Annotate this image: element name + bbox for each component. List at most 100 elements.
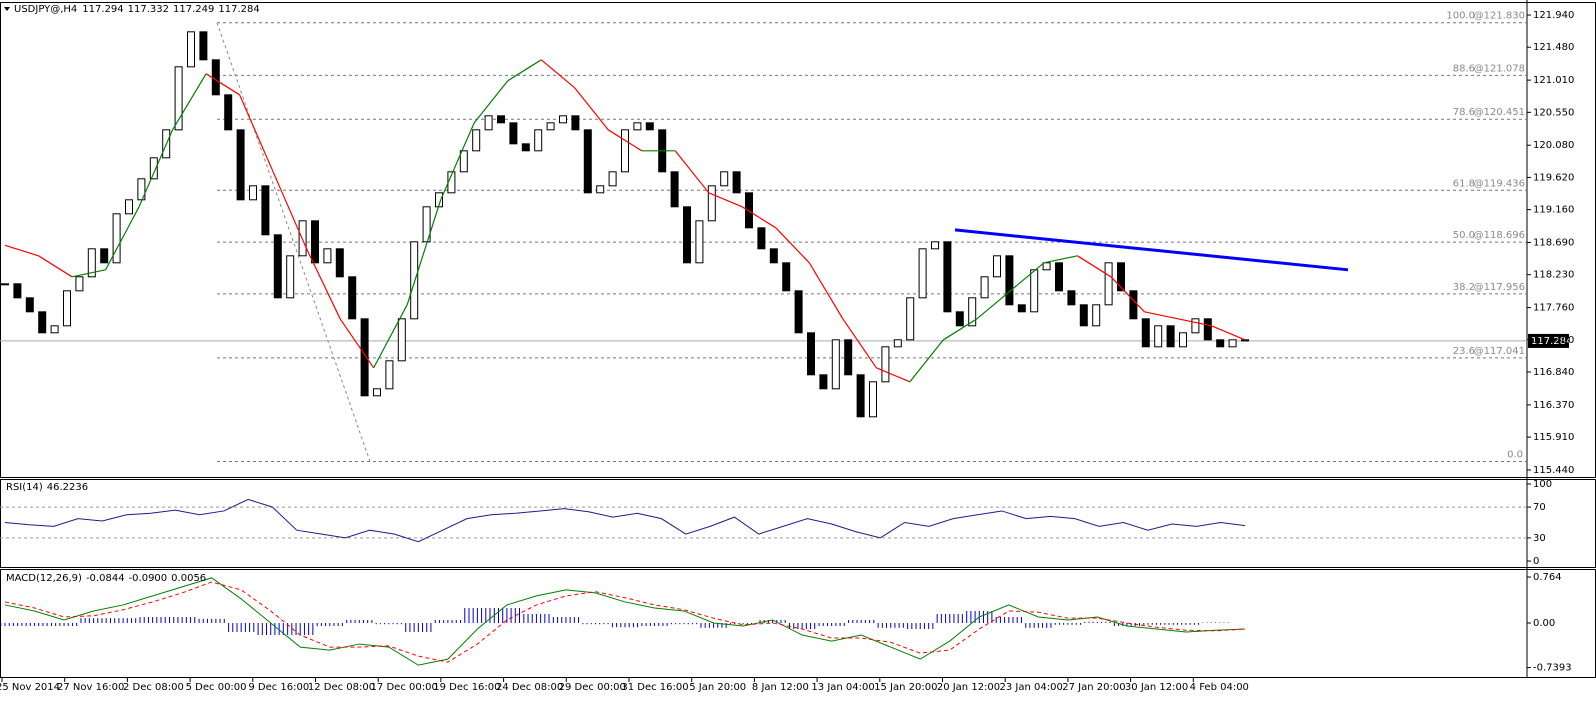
moving-average (607, 129, 643, 152)
candle (559, 115, 567, 124)
x-tick-label: 27 Jan 20:00 (1062, 682, 1125, 693)
moving-average (708, 192, 743, 208)
fib-level-label: 38.2 (1453, 282, 1475, 293)
fib-level-label: 0.0 (1507, 449, 1523, 460)
current-price-label: 117.284 (1531, 336, 1572, 347)
candle (583, 129, 592, 194)
candle (472, 129, 481, 152)
candle (931, 241, 939, 250)
moving-average (943, 318, 978, 341)
candle (918, 248, 927, 299)
candle (1203, 318, 1212, 341)
x-tick-label: 30 Jan 12:00 (1125, 682, 1188, 693)
x-tick-label: 23 Jan 04:00 (1000, 682, 1063, 693)
candle (968, 297, 977, 327)
candle (807, 332, 815, 376)
rsi-title: RSI(14) (6, 482, 43, 493)
moving-average (440, 122, 475, 201)
candle (249, 185, 257, 201)
x-tick-label: 9 Dec 16:00 (248, 682, 309, 693)
header-value: 0.0056 (171, 573, 206, 584)
candle (373, 388, 381, 397)
y-tick-label: 115.910 (1533, 432, 1574, 443)
x-tick-label: 29 Dec 00:00 (559, 682, 626, 693)
trendline (954, 228, 1349, 272)
candle (1117, 262, 1125, 292)
moving-average (272, 171, 308, 250)
moving-average (1144, 311, 1179, 320)
candle (596, 185, 605, 194)
candle (286, 255, 295, 299)
x-tick-label: 20 Jan 12:00 (937, 682, 1000, 693)
candle (695, 220, 704, 264)
candle (38, 311, 47, 334)
candle (311, 220, 319, 264)
candle (509, 122, 518, 145)
candle (906, 297, 915, 341)
candle (174, 66, 183, 131)
header-value: 117.294 (82, 4, 123, 15)
y-tick-label: 116.370 (1533, 400, 1574, 411)
candle (782, 262, 791, 292)
fib-price-label: @117.041 (1474, 346, 1525, 357)
fib-price-label: @117.956 (1474, 282, 1525, 293)
candle (732, 171, 741, 194)
fib-price-label: @118.696 (1474, 230, 1525, 241)
candle (25, 297, 34, 313)
fib-level-label: 50.0 (1453, 230, 1475, 241)
rsi-line (4, 498, 1246, 543)
candle (1191, 318, 1200, 334)
symbol: USDJPY@,H4 (14, 4, 77, 15)
x-tick-label: 8 Jan 12:00 (752, 682, 809, 693)
rsi-header: RSI(14) 46.2236 (6, 482, 88, 493)
candle (546, 122, 555, 131)
candle (1017, 304, 1026, 313)
macd-signal (4, 581, 1246, 663)
fib-price-label: @119.436 (1474, 178, 1525, 189)
candle (211, 59, 220, 96)
y-tick-label: 121.940 (1533, 10, 1574, 21)
y-tick-label: 121.480 (1533, 42, 1574, 53)
moving-average (574, 87, 609, 131)
candle (955, 311, 964, 327)
candle (422, 206, 431, 243)
candle (707, 185, 716, 222)
fib-level-label: 88.6 (1453, 63, 1475, 74)
fib-level-label: 23.6 (1453, 346, 1475, 357)
candle (224, 94, 233, 131)
moving-average (540, 59, 576, 89)
moving-average (4, 244, 39, 257)
candle (50, 325, 59, 334)
candle (757, 227, 766, 250)
candle (720, 171, 729, 187)
y-tick-label: 0.00 (1533, 618, 1555, 629)
x-tick-label: 25 Nov 2014 (0, 682, 60, 693)
moving-average (1211, 325, 1246, 341)
candle (137, 178, 146, 201)
candle (769, 248, 778, 264)
candle (1104, 262, 1113, 306)
header-value: 117.249 (173, 4, 214, 15)
candle (273, 234, 282, 299)
x-tick-label: 4 Feb 04:00 (1190, 682, 1249, 693)
y-tick-label: 100 (1533, 479, 1552, 490)
candle (869, 381, 877, 418)
y-tick-label: 119.160 (1533, 205, 1574, 216)
candle (633, 122, 642, 131)
candle (1030, 269, 1039, 313)
x-tick-label: 12 Dec 08:00 (308, 682, 375, 693)
candle (521, 143, 530, 152)
menu-icon (4, 7, 10, 11)
candle (112, 213, 121, 264)
candle (13, 283, 22, 299)
candle (608, 171, 617, 187)
candle (943, 241, 952, 313)
y-tick-label: 30 (1533, 533, 1546, 544)
candle (856, 374, 865, 418)
moving-average (1043, 255, 1078, 264)
y-tick-label: 120.550 (1533, 107, 1574, 118)
moving-average (1010, 262, 1045, 292)
candle (236, 129, 245, 201)
y-tick-label: 118.230 (1533, 270, 1574, 281)
moving-average (373, 304, 408, 369)
